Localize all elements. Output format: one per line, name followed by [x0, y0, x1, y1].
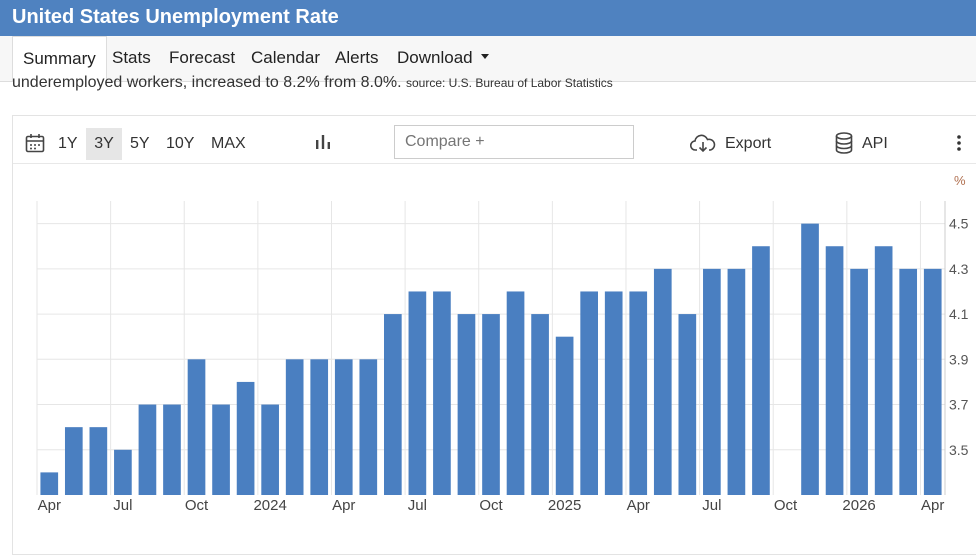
bar	[801, 223, 819, 495]
x-tick-label: 2024	[253, 497, 286, 514]
y-tick-label: 3.5	[949, 442, 969, 458]
bar	[89, 427, 108, 495]
x-tick-label: Oct	[479, 497, 503, 514]
compare-input[interactable]	[394, 125, 634, 159]
range-max-button[interactable]: MAX	[211, 135, 246, 152]
x-tick-label: Oct	[185, 497, 209, 514]
bar	[138, 404, 157, 495]
y-tick-label: 4.3	[949, 261, 969, 277]
bar	[506, 291, 525, 495]
x-tick-label: Apr	[921, 497, 944, 514]
export-button[interactable]: Export	[725, 135, 772, 152]
bar	[285, 359, 304, 495]
bar	[874, 246, 893, 495]
tab-stats[interactable]: Stats	[112, 48, 151, 67]
chevron-down-icon	[480, 54, 489, 60]
x-tick-label: Apr	[332, 497, 355, 514]
bar	[850, 268, 868, 495]
tab-summary[interactable]: Summary	[12, 36, 107, 82]
range-3y-button[interactable]: 3Y	[86, 128, 122, 160]
bar	[310, 359, 329, 495]
unemployment-bar-chart: 3.5 3.7 3.9 4.1 4.3 4.5% Apr Jul Oct 2024 Apr Jul Oc…	[36, 173, 969, 514]
bar	[163, 404, 181, 495]
bar	[433, 291, 451, 495]
range-10y-button[interactable]: 10Y	[166, 135, 195, 152]
bar	[899, 268, 918, 495]
description-text: underemployed workers, increased to 8.2%…	[12, 74, 402, 91]
bar	[40, 472, 59, 495]
x-tick-label: Jul	[408, 497, 427, 514]
api-button[interactable]: API	[862, 135, 888, 152]
bar	[64, 427, 83, 495]
y-tick-label: 4.5	[949, 216, 969, 232]
tab-download[interactable]: Download	[397, 36, 489, 82]
x-tick-label: 2026	[842, 497, 875, 514]
cloud-download-icon[interactable]	[690, 133, 716, 153]
bar	[727, 268, 746, 495]
bar	[825, 246, 844, 495]
bar	[261, 404, 279, 495]
bar	[629, 291, 648, 495]
bar	[703, 268, 721, 495]
bar	[114, 449, 132, 495]
x-tick-label: Apr	[38, 497, 61, 514]
download-label: Download	[397, 48, 473, 67]
bar	[457, 314, 476, 495]
y-axis-unit: %	[954, 173, 966, 188]
main-nav: Summary Stats Forecast Calendar Alerts D…	[0, 36, 976, 82]
bar	[408, 291, 427, 495]
source-text: source: U.S. Bureau of Labor Statistics	[405, 76, 613, 90]
bar	[482, 314, 500, 495]
bar	[653, 268, 672, 495]
bar	[384, 314, 402, 495]
bar	[334, 359, 353, 495]
bar-chart-icon[interactable]	[315, 134, 331, 150]
range-1y-button[interactable]: 1Y	[58, 135, 78, 152]
database-icon[interactable]	[835, 132, 853, 154]
page-title: United States Unemployment Rate	[0, 0, 976, 36]
x-tick-label: Jul	[113, 497, 132, 514]
bar	[187, 359, 206, 495]
x-tick-label: Oct	[774, 497, 798, 514]
y-tick-label: 4.1	[949, 306, 969, 322]
bar	[359, 359, 378, 495]
bar	[580, 291, 598, 495]
range-5y-button[interactable]: 5Y	[130, 135, 150, 152]
x-tick-label: 2025	[548, 497, 581, 514]
more-options-icon[interactable]	[956, 134, 962, 152]
bar	[212, 404, 230, 495]
chart-toolbar: 1Y 3Y 5Y 10Y MAX Export API	[13, 116, 976, 164]
bar	[752, 246, 770, 495]
y-tick-label: 3.9	[949, 351, 969, 367]
bar	[531, 314, 549, 495]
bar	[555, 336, 574, 495]
tab-forecast[interactable]: Forecast	[169, 48, 236, 67]
tab-alerts[interactable]: Alerts	[335, 48, 379, 67]
bar	[236, 381, 255, 495]
calendar-icon[interactable]	[25, 133, 45, 153]
description: underemployed workers, increased to 8.2%…	[12, 74, 972, 98]
bar	[678, 314, 697, 495]
x-tick-label: Jul	[702, 497, 721, 514]
bar	[923, 268, 942, 495]
bar	[604, 291, 623, 495]
tab-calendar[interactable]: Calendar	[251, 48, 320, 67]
y-tick-label: 3.7	[949, 397, 969, 413]
x-tick-label: Apr	[627, 497, 650, 514]
